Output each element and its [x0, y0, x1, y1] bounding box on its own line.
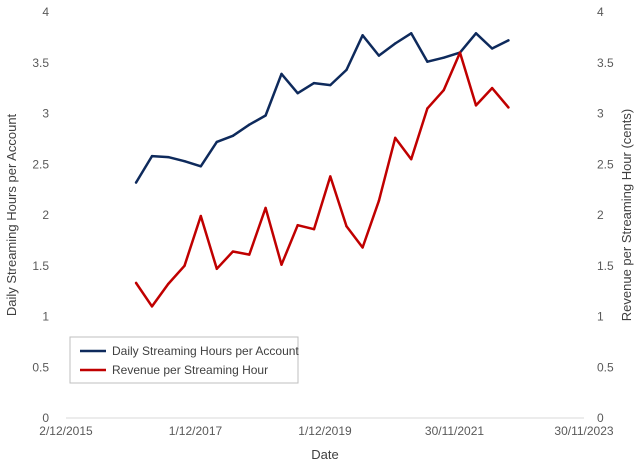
- data-point-daily-streaming-hours: [442, 56, 445, 59]
- legend-box: [69, 336, 299, 384]
- left-y-axis-title: Daily Streaming Hours per Account: [4, 113, 19, 316]
- data-point-daily-streaming-hours: [490, 47, 494, 50]
- data-point-revenue-per-hour: [490, 86, 494, 90]
- right-y-tick-label: 1.5: [597, 259, 614, 273]
- data-point-daily-streaming-hours: [134, 181, 138, 184]
- right-y-tick-label: 0.5: [597, 360, 614, 374]
- right-y-tick-label: 1: [597, 310, 604, 324]
- right-y-tick-labels: 0 0.5 1 1.5 2 2.5 3 3.5 4: [597, 5, 614, 425]
- x-tick-label: 30/11/2023: [554, 424, 613, 438]
- data-point-revenue-per-hour: [361, 246, 364, 249]
- data-point-revenue-per-hour: [183, 264, 186, 267]
- data-point-daily-streaming-hours: [231, 134, 235, 138]
- data-point-daily-streaming-hours: [377, 54, 381, 57]
- right-y-tick-label: 2: [597, 208, 604, 222]
- data-point-daily-streaming-hours: [166, 155, 170, 159]
- data-point-daily-streaming-hours: [410, 32, 413, 35]
- series-layer: [134, 32, 510, 308]
- data-point-daily-streaming-hours: [345, 68, 348, 72]
- x-tick-label: 1/12/2019: [298, 424, 352, 438]
- x-tick-labels: 2/12/2015 1/12/2017 1/12/2019 30/11/2021 30/…: [39, 424, 614, 438]
- data-point-revenue-per-hour: [458, 51, 462, 54]
- left-y-tick-label: 1.5: [32, 259, 49, 273]
- data-point-daily-streaming-hours: [264, 114, 267, 117]
- data-point-revenue-per-hour: [150, 305, 154, 308]
- x-tick-label: 30/11/2021: [425, 424, 484, 438]
- right-y-tick-label: 2.5: [597, 157, 614, 171]
- data-point-daily-streaming-hours: [183, 160, 186, 163]
- data-point-revenue-per-hour: [215, 267, 218, 270]
- right-y-tick-label: 4: [597, 5, 604, 19]
- left-y-tick-label: 0.5: [32, 360, 49, 374]
- x-axis-title: Date: [311, 447, 338, 462]
- data-point-revenue-per-hour: [474, 104, 478, 107]
- legend-label-daily-streaming-hours: Daily Streaming Hours per Account: [112, 344, 299, 358]
- right-y-axis-title: Revenue per Streaming Hour (cents): [619, 109, 634, 321]
- series-line-revenue-per-hour: [134, 51, 510, 308]
- data-point-daily-streaming-hours: [280, 72, 283, 76]
- data-point-daily-streaming-hours: [248, 123, 251, 126]
- data-point-daily-streaming-hours: [150, 154, 154, 158]
- data-point-revenue-per-hour: [426, 107, 429, 110]
- right-y-tick-label: 3: [597, 107, 604, 121]
- data-point-revenue-per-hour: [248, 253, 251, 256]
- data-point-daily-streaming-hours: [474, 32, 478, 35]
- data-point-daily-streaming-hours: [312, 81, 316, 85]
- data-point-daily-streaming-hours: [361, 34, 364, 37]
- left-y-tick-label: 3: [42, 107, 49, 121]
- data-point-daily-streaming-hours: [329, 83, 332, 87]
- legend: Daily Streaming Hours per Account Revenu…: [69, 336, 299, 384]
- left-y-tick-label: 3.5: [32, 56, 49, 70]
- data-point-daily-streaming-hours: [296, 92, 299, 95]
- legend-label-revenue-per-hour: Revenue per Streaming Hour: [112, 363, 268, 377]
- data-point-daily-streaming-hours: [426, 60, 429, 63]
- data-point-revenue-per-hour: [394, 136, 397, 140]
- data-point-revenue-per-hour: [166, 282, 170, 286]
- data-point-revenue-per-hour: [377, 199, 381, 202]
- data-point-revenue-per-hour: [442, 88, 445, 92]
- x-tick-label: 2/12/2015: [39, 424, 93, 438]
- left-y-tick-label: 4: [42, 5, 49, 19]
- data-point-daily-streaming-hours: [199, 165, 203, 168]
- data-point-daily-streaming-hours: [507, 39, 510, 42]
- data-point-revenue-per-hour: [507, 106, 510, 109]
- data-point-revenue-per-hour: [296, 223, 299, 227]
- x-tick-label: 1/12/2017: [169, 424, 223, 438]
- data-point-revenue-per-hour: [134, 281, 138, 285]
- right-y-tick-label: 3.5: [597, 56, 614, 70]
- data-point-revenue-per-hour: [231, 250, 235, 253]
- data-point-revenue-per-hour: [280, 263, 283, 266]
- data-point-revenue-per-hour: [329, 175, 332, 178]
- data-point-revenue-per-hour: [199, 214, 203, 218]
- data-point-revenue-per-hour: [264, 206, 267, 210]
- left-y-tick-labels: 0 0.5 1 1.5 2 2.5 3 3.5 4: [32, 5, 49, 425]
- left-y-tick-label: 2: [42, 208, 49, 222]
- data-point-revenue-per-hour: [345, 224, 348, 228]
- data-point-daily-streaming-hours: [394, 42, 397, 45]
- series-line-daily-streaming-hours: [134, 32, 510, 184]
- data-point-revenue-per-hour: [410, 157, 413, 161]
- right-y-tick-label: 0: [597, 411, 604, 425]
- left-y-tick-label: 2.5: [32, 157, 49, 171]
- data-point-daily-streaming-hours: [215, 140, 218, 144]
- left-y-tick-label: 0: [42, 411, 49, 425]
- left-y-tick-label: 1: [42, 310, 49, 324]
- data-point-revenue-per-hour: [312, 228, 316, 231]
